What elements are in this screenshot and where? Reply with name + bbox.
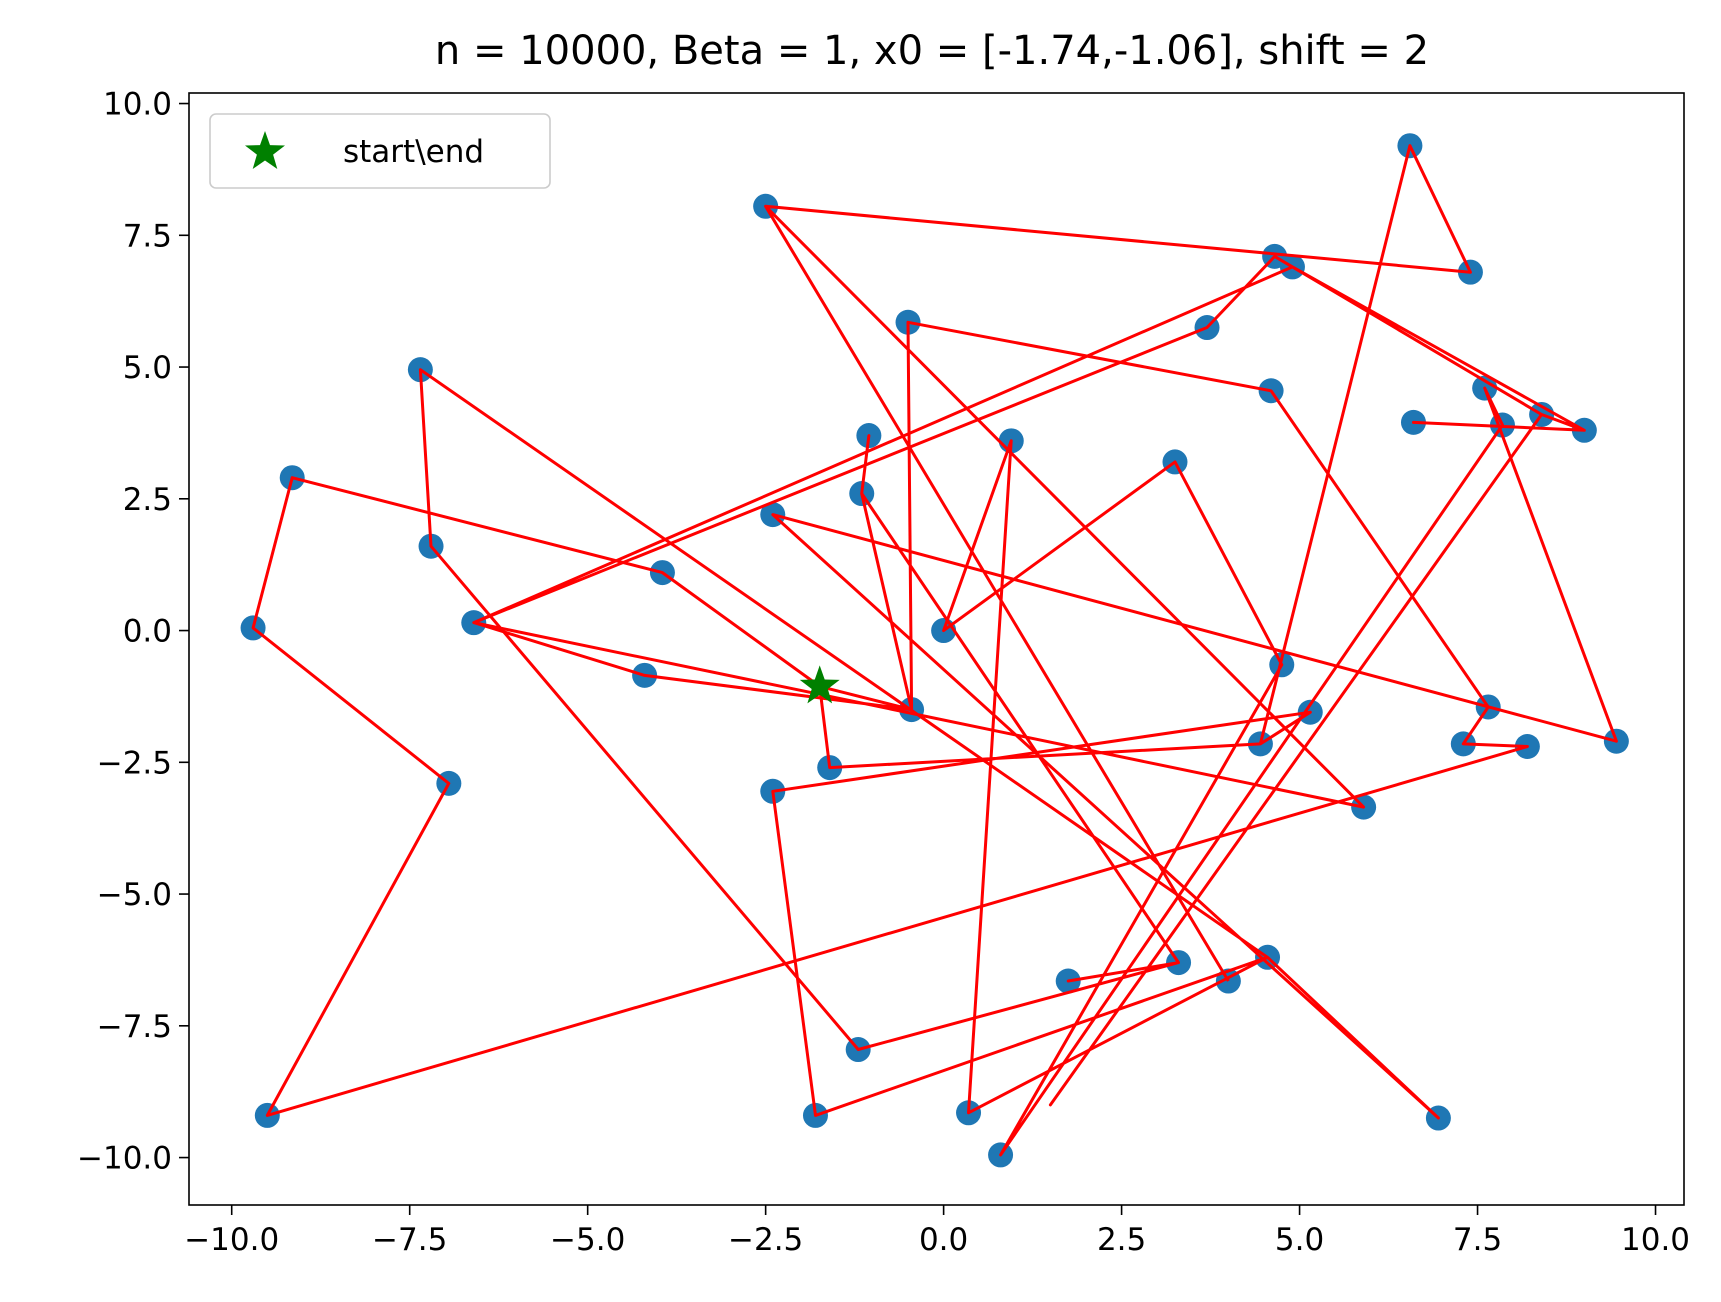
- y-axis: 10.0 7.5 5.0 2.5 0.0 −2.5 −5.0 −7.5 −10.0: [77, 87, 189, 1177]
- x-tick-label: 10.0: [1621, 1222, 1690, 1258]
- x-tick-label: 5.0: [1275, 1222, 1324, 1258]
- x-tick-label: 0.0: [919, 1222, 968, 1258]
- y-tick-label: 2.5: [123, 482, 172, 518]
- y-tick-label: −7.5: [97, 1009, 172, 1045]
- plot-area: [189, 93, 1684, 1205]
- y-tick-label: 5.0: [123, 350, 172, 386]
- y-tick-label: −2.5: [97, 745, 172, 781]
- x-tick-label: −5.0: [550, 1222, 625, 1258]
- route-line: [251, 144, 1618, 1157]
- y-tick-label: −10.0: [77, 1141, 172, 1177]
- chart-title: n = 10000, Beta = 1, x0 = [-1.74,-1.06],…: [435, 28, 1429, 74]
- y-tick-label: 0.0: [123, 614, 172, 650]
- legend-box: [209, 113, 551, 189]
- x-tick-label: −7.5: [372, 1222, 447, 1258]
- legend: start\end: [209, 113, 551, 189]
- x-axis: −10.0 −7.5 −5.0 −2.5 0.0 2.5 5.0 7.5 10.0: [184, 1205, 1690, 1258]
- legend-star-icon: [245, 131, 285, 169]
- start-star-icon: [799, 665, 840, 704]
- x-tick-label: −2.5: [728, 1222, 803, 1258]
- x-tick-label: −10.0: [184, 1222, 279, 1258]
- start-end-point: [799, 665, 840, 704]
- legend-label: start\end: [343, 134, 484, 170]
- legend-star-shape: [245, 131, 285, 169]
- y-tick-label: 7.5: [123, 218, 172, 254]
- y-tick-label: 10.0: [103, 87, 172, 123]
- x-tick-label: 2.5: [1097, 1222, 1146, 1258]
- x-tick-label: 7.5: [1453, 1222, 1502, 1258]
- y-tick-label: −5.0: [97, 877, 172, 913]
- route-path: [251, 144, 1618, 1157]
- plot-frame: [188, 92, 1685, 1206]
